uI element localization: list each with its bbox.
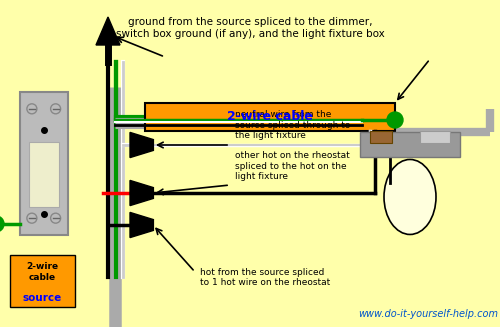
Bar	[145, 103, 395, 131]
Polygon shape	[130, 181, 154, 206]
Text: hot from the source spliced
to 1 hot wire on the rheostat: hot from the source spliced to 1 hot wir…	[200, 267, 330, 287]
Text: neutral wire from the
source spliced through to
the light fixture: neutral wire from the source spliced thr…	[235, 110, 350, 140]
Text: www.do-it-yourself-help.com: www.do-it-yourself-help.com	[358, 309, 498, 319]
Ellipse shape	[384, 160, 436, 234]
Circle shape	[50, 104, 60, 114]
Bar	[360, 132, 460, 157]
Text: ground from the source spliced to the dimmer,
switch box ground (if any), and th: ground from the source spliced to the di…	[116, 17, 384, 39]
Text: 2-wire cable: 2-wire cable	[227, 111, 313, 123]
Polygon shape	[130, 132, 154, 158]
Circle shape	[0, 216, 4, 232]
Bar	[28, 142, 59, 207]
Polygon shape	[130, 213, 154, 238]
Bar	[370, 131, 392, 144]
Bar	[10, 255, 75, 307]
Text: source: source	[23, 293, 62, 303]
Text: other hot on the rheostat
spliced to the hot on the
light fixture: other hot on the rheostat spliced to the…	[235, 151, 350, 181]
Circle shape	[50, 213, 60, 223]
Circle shape	[27, 104, 37, 114]
Text: 2-wire
cable: 2-wire cable	[26, 262, 58, 282]
Circle shape	[387, 112, 403, 128]
Bar	[420, 131, 450, 144]
Polygon shape	[96, 17, 120, 45]
Bar	[20, 92, 68, 235]
Circle shape	[27, 213, 37, 223]
